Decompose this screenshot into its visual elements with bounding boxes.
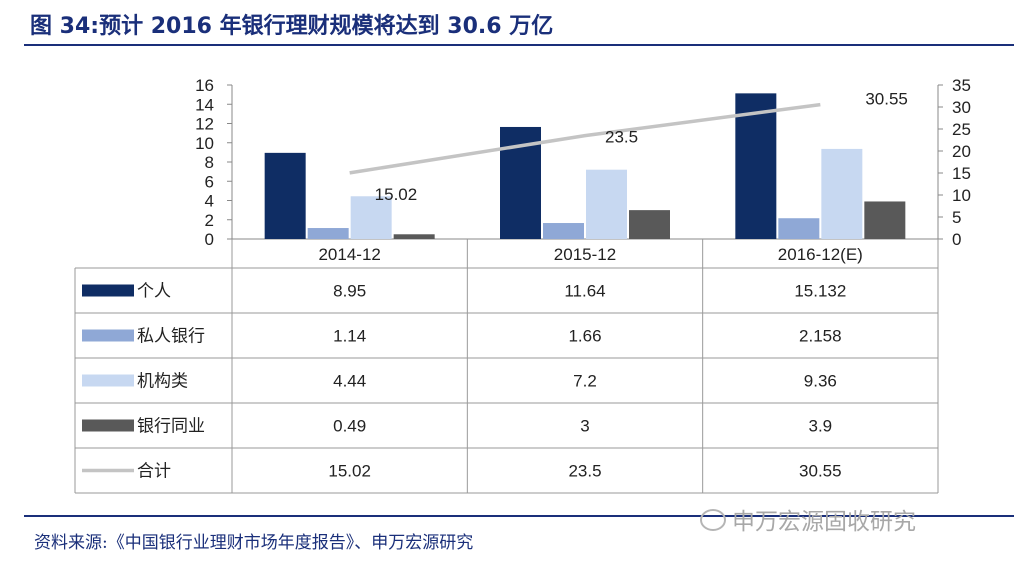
left-tick-label: 14 bbox=[195, 95, 214, 114]
line-合计 bbox=[349, 102, 821, 175]
table-cell: 3.9 bbox=[809, 417, 833, 436]
bar-私人银行-2016-12(E) bbox=[778, 218, 820, 239]
left-tick-label: 16 bbox=[195, 76, 214, 95]
footer-rule bbox=[24, 515, 1014, 517]
bar-个人-2014-12 bbox=[264, 152, 306, 239]
left-tick-label: 12 bbox=[195, 115, 214, 134]
table-cell: 0.49 bbox=[333, 417, 366, 436]
source-note: 资料来源:《中国银行业理财市场年度报告》、申万宏源研究 bbox=[34, 533, 474, 553]
right-tick-label: 15 bbox=[952, 164, 971, 183]
watermark-text: 申万宏源固收研究 bbox=[732, 509, 916, 535]
line-data-label: 30.55 bbox=[865, 90, 908, 109]
table-cell: 2.158 bbox=[799, 327, 842, 346]
bar-银行同业-2016-12(E) bbox=[864, 201, 906, 239]
chart-title: 图 34:预计 2016 年银行理财规模将达到 30.6 万亿 bbox=[30, 14, 554, 39]
table-cell: 9.36 bbox=[804, 372, 837, 391]
table-cell: 3 bbox=[580, 417, 589, 436]
table-cell: 11.64 bbox=[564, 282, 605, 301]
table-cell: 15.02 bbox=[328, 462, 371, 481]
left-tick-label: 2 bbox=[205, 211, 214, 230]
category-label: 2015-12 bbox=[554, 245, 616, 264]
right-tick-label: 35 bbox=[952, 76, 971, 95]
bar-银行同业-2014-12 bbox=[393, 234, 435, 239]
table-cell: 8.95 bbox=[333, 282, 366, 301]
legend-label-个人: 个人 bbox=[137, 282, 171, 302]
bar-机构类-2015-12 bbox=[586, 169, 627, 239]
right-tick-label: 10 bbox=[952, 186, 971, 205]
left-tick-label: 10 bbox=[195, 134, 214, 153]
right-tick-label: 20 bbox=[952, 142, 971, 161]
bar-个人-2016-12(E) bbox=[735, 93, 777, 240]
line-data-label: 15.02 bbox=[375, 185, 418, 204]
right-tick-label: 5 bbox=[952, 208, 961, 227]
watermark: 申万宏源固收研究 bbox=[700, 502, 916, 536]
bar-银行同业-2015-12 bbox=[629, 210, 670, 239]
bar-私人银行-2014-12 bbox=[307, 228, 349, 239]
table-cell: 30.55 bbox=[799, 462, 842, 481]
table-cell: 1.14 bbox=[333, 327, 366, 346]
total-line: 15.02 23.5 30.55 bbox=[349, 90, 908, 204]
right-tick-label: 30 bbox=[952, 98, 971, 117]
category-label: 2016-12(E) bbox=[778, 245, 863, 264]
left-tick-label: 0 bbox=[205, 230, 214, 249]
legend-label-机构类: 机构类 bbox=[137, 372, 188, 392]
table-cell: 1.66 bbox=[568, 327, 601, 346]
bar-机构类-2016-12(E) bbox=[821, 148, 863, 239]
left-tick-label: 6 bbox=[205, 172, 214, 191]
data-table: 2014-12 2015-12 2016-12(E) 个人 8.95 11.64 15.13… bbox=[74, 239, 939, 494]
bars bbox=[264, 93, 906, 240]
table-cell: 4.44 bbox=[333, 372, 366, 391]
legend-key-个人 bbox=[82, 284, 134, 297]
category-label: 2014-12 bbox=[318, 245, 380, 264]
wechat-icon bbox=[700, 509, 726, 531]
legend-key-机构类 bbox=[82, 374, 134, 387]
legend-label-合计: 合计 bbox=[137, 462, 171, 482]
right-tick-label: 0 bbox=[952, 230, 961, 249]
left-tick-label: 4 bbox=[205, 192, 214, 211]
right-tick-label: 25 bbox=[952, 120, 971, 139]
legend-key-银行同业 bbox=[82, 419, 134, 432]
bar-机构类-2014-12 bbox=[350, 196, 392, 239]
line-data-label: 23.5 bbox=[605, 128, 638, 147]
table-cell: 7.2 bbox=[573, 372, 597, 391]
legend-label-私人银行: 私人银行 bbox=[137, 327, 205, 347]
title-rule bbox=[24, 44, 1014, 46]
legend-key-私人银行 bbox=[82, 329, 134, 342]
bar-私人银行-2015-12 bbox=[543, 223, 584, 239]
left-tick-label: 8 bbox=[205, 153, 214, 172]
legend-label-银行同业: 银行同业 bbox=[137, 417, 205, 437]
table-cell: 23.5 bbox=[568, 462, 601, 481]
table-cell: 15.132 bbox=[794, 282, 846, 301]
